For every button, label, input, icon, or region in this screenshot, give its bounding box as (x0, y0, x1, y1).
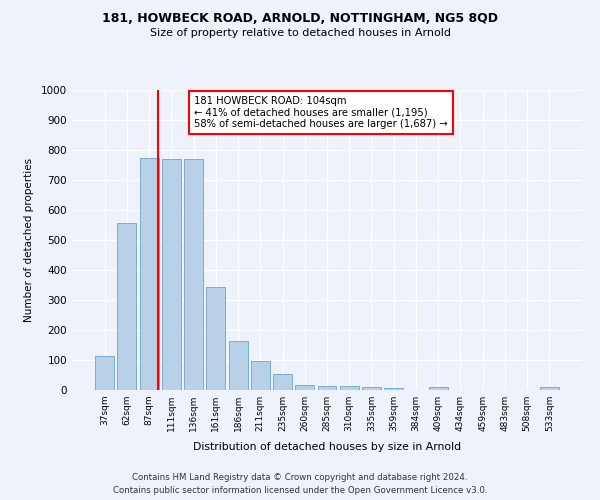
Bar (95, 356, 114, 390)
Bar (162, 159, 181, 390)
Bar (362, 387, 381, 390)
Bar (317, 386, 337, 390)
Bar (206, 286, 225, 390)
Bar (384, 388, 403, 390)
Bar (429, 387, 448, 390)
Y-axis label: Number of detached properties: Number of detached properties (24, 158, 34, 322)
Text: Size of property relative to detached houses in Arnold: Size of property relative to detached ho… (149, 28, 451, 38)
Bar (340, 386, 359, 390)
Bar (140, 158, 158, 390)
Text: Contains HM Land Registry data © Crown copyright and database right 2024.: Contains HM Land Registry data © Crown c… (132, 472, 468, 482)
Bar (251, 360, 270, 390)
Bar (184, 159, 203, 390)
Bar (295, 384, 314, 390)
Bar (118, 222, 136, 390)
Text: Distribution of detached houses by size in Arnold: Distribution of detached houses by size … (193, 442, 461, 452)
Text: 181 HOWBECK ROAD: 104sqm
← 41% of detached houses are smaller (1,195)
58% of sem: 181 HOWBECK ROAD: 104sqm ← 41% of detach… (194, 96, 448, 129)
Bar (540, 387, 559, 390)
Bar (229, 341, 248, 390)
Text: 181, HOWBECK ROAD, ARNOLD, NOTTINGHAM, NG5 8QD: 181, HOWBECK ROAD, ARNOLD, NOTTINGHAM, N… (102, 12, 498, 26)
Bar (273, 374, 292, 390)
Text: Contains public sector information licensed under the Open Government Licence v3: Contains public sector information licen… (113, 486, 487, 495)
